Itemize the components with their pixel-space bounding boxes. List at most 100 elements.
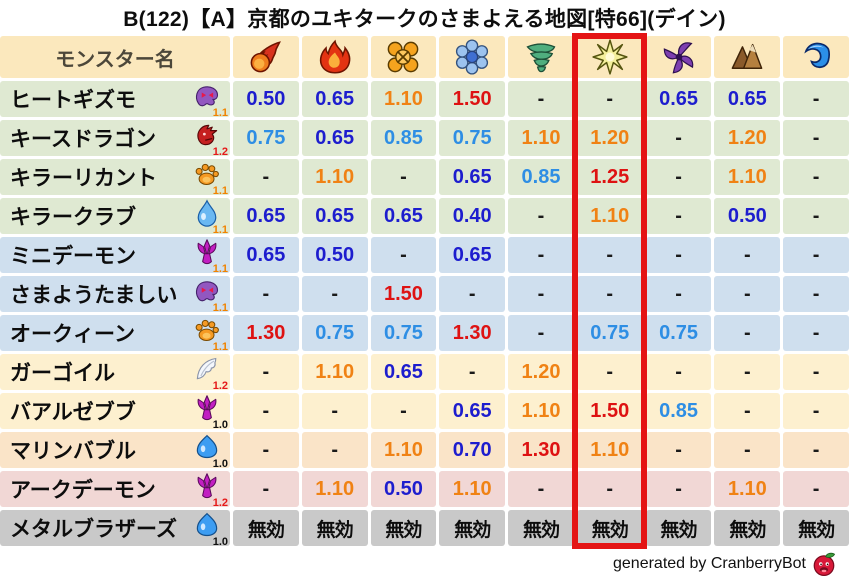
monster-name-cell: ガーゴイル 1.2	[0, 354, 230, 390]
multiplier-cell: -	[783, 198, 849, 234]
table-row: マリンバブル 1.0- -1.10 0.70 1.30 1.10- - -	[0, 432, 849, 468]
monster-name-cell: オークィーン 1.1	[0, 315, 230, 351]
monster-multiplier: 1.1	[212, 185, 228, 196]
multiplier-cell: -	[783, 471, 849, 507]
multiplier-cell: 0.65	[439, 393, 506, 429]
multiplier-cell: -	[783, 120, 849, 156]
multiplier-cell: 0.65	[439, 237, 506, 273]
multiplier-cell: 無効	[370, 510, 437, 546]
trident-icon: 1.0	[193, 394, 228, 430]
multiplier-cell: 0.75	[301, 315, 368, 351]
multiplier-cell: -	[233, 276, 299, 312]
dragon-icon: 1.2	[193, 121, 228, 157]
multiplier-cell: 1.10	[714, 471, 781, 507]
monster-name: マリンバブル	[10, 440, 136, 463]
explosion-icon	[385, 39, 421, 75]
multiplier-cell: -	[783, 393, 849, 429]
multiplier-cell: -	[233, 354, 299, 390]
multiplier-cell: -	[508, 81, 574, 117]
multiplier-cell: 0.65	[714, 81, 781, 117]
monster-name-cell: さまようたましい 1.1	[0, 276, 230, 312]
multiplier-cell: -	[645, 237, 712, 273]
multiplier-cell: -	[508, 237, 574, 273]
multiplier-cell: -	[783, 315, 849, 351]
table-row: オークィーン 1.1 1.30 0.75 0.75 1.30-0.75 0.75- -	[0, 315, 849, 351]
multiplier-cell: -	[645, 120, 712, 156]
multiplier-cell: 0.50	[301, 237, 368, 273]
multiplier-cell: 1.10	[370, 81, 437, 117]
monster-multiplier: 1.2	[212, 497, 228, 508]
monster-name-cell: キラークラブ 1.1	[0, 198, 230, 234]
monster-name-cell: マリンバブル 1.0	[0, 432, 230, 468]
multiplier-cell: -	[645, 354, 712, 390]
monster-name: キラーリカント	[10, 167, 157, 190]
element-column-header	[783, 36, 849, 78]
multiplier-cell: 無効	[645, 510, 712, 546]
multiplier-cell: 0.65	[233, 198, 299, 234]
monster-name: ミニデーモン	[10, 245, 136, 268]
paw-icon: 1.1	[193, 316, 228, 351]
multiplier-cell: 1.20	[508, 354, 574, 390]
multiplier-cell: -	[783, 159, 849, 195]
multiplier-cell: 1.30	[233, 315, 299, 351]
multiplier-cell: -	[783, 354, 849, 390]
pinwheel-icon	[661, 39, 697, 75]
table-row: さまようたましい 1.1- -1.50- - - - - -	[0, 276, 849, 312]
multiplier-cell: 0.50	[370, 471, 437, 507]
monster-multiplier: 1.2	[212, 146, 228, 157]
paw-icon: 1.1	[193, 160, 228, 196]
multiplier-cell: -	[576, 471, 643, 507]
trident-icon: 1.1	[193, 238, 228, 273]
multiplier-cell: 無効	[233, 510, 299, 546]
multiplier-cell: -	[645, 276, 712, 312]
table-header-row: モンスター名	[0, 36, 849, 78]
element-column-header	[508, 36, 574, 78]
multiplier-cell: 0.65	[645, 81, 712, 117]
multiplier-cell: 1.30	[508, 432, 574, 468]
monster-name: オークィーン	[10, 323, 135, 346]
monster-multiplier: 1.1	[212, 107, 228, 118]
multiplier-cell: -	[783, 432, 849, 468]
multiplier-cell: 0.65	[301, 198, 368, 234]
monster-name: ヒートギズモ	[10, 89, 136, 112]
monster-name: キラークラブ	[10, 206, 136, 229]
multiplier-cell: 0.65	[301, 81, 368, 117]
multiplier-cell: 0.65	[301, 120, 368, 156]
multiplier-cell: 1.50	[439, 81, 506, 117]
monster-multiplier: 1.0	[212, 536, 228, 547]
monster-multiplier: 1.0	[212, 419, 228, 430]
multiplier-cell: -	[508, 315, 574, 351]
monster-name-cell: アークデーモン 1.2	[0, 471, 230, 507]
element-column-header	[439, 36, 506, 78]
element-column-header	[301, 36, 368, 78]
multiplier-cell: 1.10	[439, 471, 506, 507]
multiplier-cell: -	[576, 276, 643, 312]
multiplier-cell: 1.25	[576, 159, 643, 195]
mountain-icon	[729, 39, 765, 75]
multiplier-cell: -	[714, 276, 781, 312]
table-row: ガーゴイル 1.2-1.10 0.65-1.20- - - -	[0, 354, 849, 390]
multiplier-cell: 無効	[714, 510, 781, 546]
multiplier-cell: -	[645, 198, 712, 234]
credit-text: generated by CranberryBot	[613, 555, 806, 572]
element-column-header	[714, 36, 781, 78]
multiplier-cell: 1.10	[576, 198, 643, 234]
multiplier-cell: -	[783, 237, 849, 273]
monster-name: メタルブラザーズ	[10, 518, 177, 541]
multiplier-cell: 1.50	[576, 393, 643, 429]
multiplier-cell: 無効	[576, 510, 643, 546]
table-row: メタルブラザーズ 1.0 無効 無効 無効 無効 無効 無効 無効 無効 無効	[0, 510, 849, 546]
multiplier-cell: 1.10	[714, 159, 781, 195]
monster-multiplier: 1.0	[212, 458, 228, 469]
monster-name-cell: メタルブラザーズ 1.0	[0, 510, 230, 546]
multiplier-cell: -	[439, 276, 506, 312]
multiplier-cell: -	[576, 354, 643, 390]
multiplier-cell: -	[714, 237, 781, 273]
element-column-header	[576, 36, 643, 78]
multiplier-cell: 0.65	[233, 237, 299, 273]
monster-name: キースドラゴン	[10, 128, 156, 151]
wing-icon: 1.2	[193, 355, 228, 390]
multiplier-cell: -	[233, 393, 299, 429]
multiplier-cell: 0.40	[439, 198, 506, 234]
ghost-icon: 1.1	[193, 277, 228, 312]
